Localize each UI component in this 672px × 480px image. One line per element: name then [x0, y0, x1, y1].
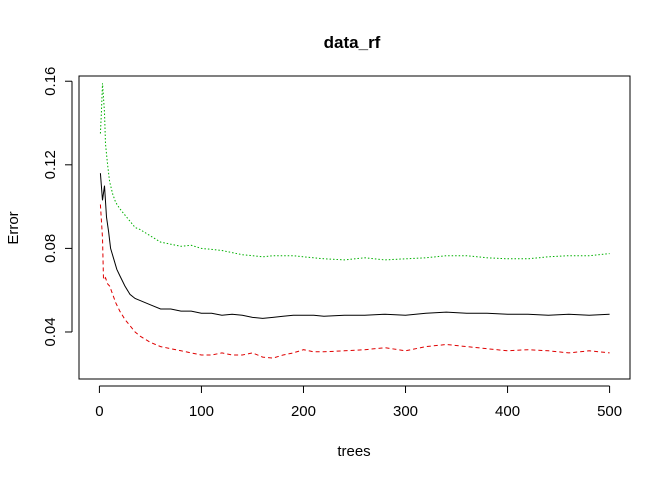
series-line-1: [99, 173, 610, 319]
x-tick-label: 0: [95, 403, 103, 420]
series-line-2: [99, 204, 610, 359]
x-tick-label: 200: [291, 403, 316, 420]
series-lines: [99, 83, 610, 359]
y-axis: 0.04 0.08 0.12 0.16: [42, 67, 73, 347]
x-tick-label: 300: [393, 403, 418, 420]
x-axis-label: trees: [337, 443, 370, 460]
chart-title: data_rf: [324, 33, 381, 52]
series-line-3: [99, 83, 610, 261]
y-tick-label: 0.12: [42, 150, 59, 179]
y-axis-label: Error: [5, 211, 22, 244]
y-tick-label: 0.08: [42, 234, 59, 263]
plot-frame: [78, 75, 631, 380]
x-tick-label: 400: [495, 403, 520, 420]
x-tick-label: 100: [189, 403, 214, 420]
x-axis: 0 100 200 300 400 500: [95, 385, 622, 420]
y-tick-label: 0.04: [42, 317, 59, 346]
x-tick-label: 500: [597, 403, 622, 420]
y-tick-label: 0.16: [42, 67, 59, 96]
